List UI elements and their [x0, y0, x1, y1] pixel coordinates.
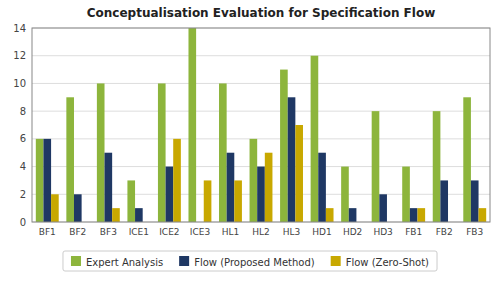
x-tick-label: BF1	[39, 227, 56, 237]
x-tick-label: HD3	[373, 227, 392, 237]
bar	[227, 153, 235, 222]
bar	[66, 97, 74, 222]
bar	[311, 56, 319, 222]
bar	[471, 180, 479, 222]
bar	[341, 167, 349, 222]
bar	[158, 83, 166, 222]
y-tick-label: 4	[20, 161, 26, 172]
y-tick-label: 8	[20, 106, 26, 117]
x-tick-label: HL1	[222, 227, 240, 237]
y-tick-label: 10	[13, 78, 26, 89]
bar	[51, 194, 59, 222]
legend-box	[63, 251, 437, 271]
legend-swatch	[331, 256, 341, 266]
x-tick-label: ICE1	[129, 227, 149, 237]
chart: Conceptualisation Evaluation for Specifi…	[0, 0, 500, 284]
legend: Expert Analysis Flow (Proposed Method) Flo…	[63, 251, 437, 271]
x-tick-label: FB1	[405, 227, 422, 237]
bar	[479, 208, 487, 222]
bar	[234, 180, 242, 222]
bar	[127, 180, 135, 222]
grid	[32, 28, 490, 222]
bar	[433, 111, 441, 222]
bar	[349, 208, 357, 222]
y-tick-label: 14	[13, 23, 26, 34]
bar	[135, 208, 143, 222]
x-tick-label: ICE2	[159, 227, 179, 237]
bar	[265, 153, 273, 222]
legend-label: Flow (Proposed Method)	[194, 257, 315, 268]
bar	[410, 208, 418, 222]
y-tick-label: 6	[20, 133, 26, 144]
bar	[204, 180, 212, 222]
bar	[288, 97, 296, 222]
bar	[257, 167, 265, 222]
x-tick-label: ICE3	[190, 227, 210, 237]
bar	[173, 139, 181, 222]
x-tick-label: HD2	[343, 227, 362, 237]
y-tick-label: 0	[20, 217, 26, 228]
bar	[379, 194, 387, 222]
legend-label: Flow (Zero-Shot)	[346, 257, 429, 268]
x-tick-label: HD1	[312, 227, 331, 237]
x-tick-label: BF2	[69, 227, 86, 237]
legend-swatch	[71, 256, 81, 266]
y-tick-label: 12	[13, 50, 26, 61]
bar	[250, 139, 258, 222]
bar	[36, 139, 44, 222]
x-tick-label: BF3	[100, 227, 117, 237]
bar	[112, 208, 120, 222]
bar	[295, 125, 303, 222]
bar	[318, 153, 326, 222]
bar	[440, 180, 448, 222]
x-tick-label: FB3	[466, 227, 483, 237]
bar	[402, 167, 410, 222]
y-tick-label: 2	[20, 189, 26, 200]
plot-frame	[32, 28, 490, 222]
x-tick-label: HL3	[283, 227, 301, 237]
title: Conceptualisation Evaluation for Specifi…	[87, 6, 436, 20]
x-tick-label: FB2	[436, 227, 453, 237]
bar	[43, 139, 51, 222]
grid-line	[32, 55, 490, 56]
bars	[36, 28, 486, 222]
bar	[105, 153, 113, 222]
bar	[74, 194, 82, 222]
legend-swatch	[179, 256, 189, 266]
legend-label: Expert Analysis	[86, 257, 163, 268]
bar	[219, 83, 227, 222]
bar	[280, 70, 288, 222]
bar	[188, 28, 196, 222]
x-tick-label: HL2	[252, 227, 270, 237]
bar	[417, 208, 425, 222]
bar	[97, 83, 105, 222]
bar	[372, 111, 380, 222]
bar	[166, 167, 174, 222]
bar	[463, 97, 471, 222]
bar	[326, 208, 334, 222]
